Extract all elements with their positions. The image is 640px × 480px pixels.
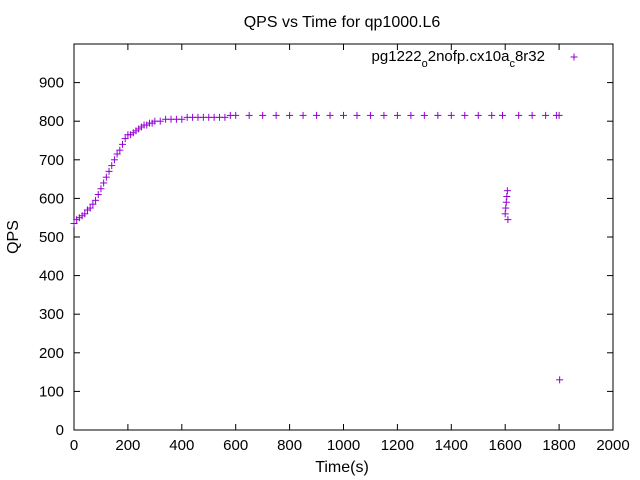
data-point [556, 376, 564, 384]
data-point [515, 111, 523, 119]
data-point [245, 111, 253, 119]
data-point [108, 162, 116, 170]
x-tick-label: 200 [115, 437, 140, 454]
data-point [542, 111, 550, 119]
x-tick-label: 2000 [596, 437, 629, 454]
data-point [178, 115, 186, 123]
data-point [501, 210, 509, 218]
y-tick-label: 0 [56, 422, 64, 439]
y-axis: 0 100 200 300 400 500 600 700 800 900 [39, 75, 613, 439]
data-point [81, 210, 89, 218]
data-point [121, 135, 129, 143]
data-point [502, 198, 510, 206]
data-point [380, 111, 388, 119]
y-tick-label: 800 [39, 113, 64, 130]
x-axis: 0 200 400 600 800 1000 1200 1400 1600 1800 2000 [70, 44, 630, 454]
data-point [70, 219, 78, 227]
data-point [504, 216, 512, 224]
data-point [94, 191, 102, 199]
x-tick-label: 0 [70, 437, 78, 454]
x-tick-label: 800 [277, 437, 302, 454]
data-point [499, 111, 507, 119]
data-point [502, 204, 510, 212]
data-point [434, 111, 442, 119]
y-tick-label: 100 [39, 383, 64, 400]
data-point [97, 185, 105, 193]
y-tick-label: 300 [39, 306, 64, 323]
y-tick-label: 900 [39, 75, 64, 92]
data-point [503, 187, 511, 195]
y-tick-label: 500 [39, 229, 64, 246]
y-tick-label: 600 [39, 190, 64, 207]
data-point [420, 111, 428, 119]
data-point [340, 111, 347, 119]
x-tick-label: 1600 [489, 437, 522, 454]
y-tick-label: 700 [39, 152, 64, 169]
plot-frame [73, 43, 614, 431]
data-point [393, 111, 401, 119]
x-tick-label: 1000 [327, 437, 360, 454]
data-point [102, 173, 110, 181]
data-point [86, 204, 94, 212]
data-point [488, 111, 496, 119]
data-point [528, 111, 536, 119]
data-point [259, 111, 267, 119]
chart-title: QPS vs Time for qp1000.L6 [244, 14, 441, 31]
x-tick-label: 600 [223, 437, 248, 454]
x-tick-label: 400 [169, 437, 194, 454]
data-point [110, 156, 118, 164]
data-point [555, 111, 563, 119]
data-point [272, 111, 280, 119]
y-tick-label: 200 [39, 345, 64, 362]
plot-border [73, 43, 614, 431]
legend-label: pg1222o2nofp.cx10ac8r32 [372, 48, 545, 70]
data-point [503, 192, 511, 200]
data-point [299, 111, 307, 119]
y-axis-label: QPS [5, 220, 22, 254]
data-point [221, 113, 229, 121]
data-point [113, 150, 121, 158]
data-point [116, 146, 124, 154]
data-point [100, 179, 108, 187]
data-point [366, 111, 374, 119]
data-point [286, 111, 294, 119]
data-point [313, 111, 321, 119]
data-point [474, 111, 482, 119]
data-point [105, 167, 113, 175]
data-point [119, 140, 127, 148]
legend-marker-icon [570, 53, 578, 61]
data-point [156, 117, 164, 125]
x-tick-label: 1800 [542, 437, 575, 454]
x-axis-label: Time(s) [315, 459, 369, 476]
y-tick-label: 400 [39, 268, 64, 285]
legend-marker [570, 53, 578, 61]
data-point [232, 111, 240, 119]
x-tick-label: 1400 [435, 437, 468, 454]
x-tick-label: 1200 [381, 437, 414, 454]
data-point [92, 196, 100, 204]
data-point [407, 111, 415, 119]
data-point [326, 111, 334, 119]
data-point [89, 200, 97, 208]
data-point [461, 111, 469, 119]
data-points [70, 111, 564, 384]
data-point [353, 111, 361, 119]
legend: pg1222o2nofp.cx10ac8r32 [372, 48, 578, 70]
data-point [447, 111, 455, 119]
